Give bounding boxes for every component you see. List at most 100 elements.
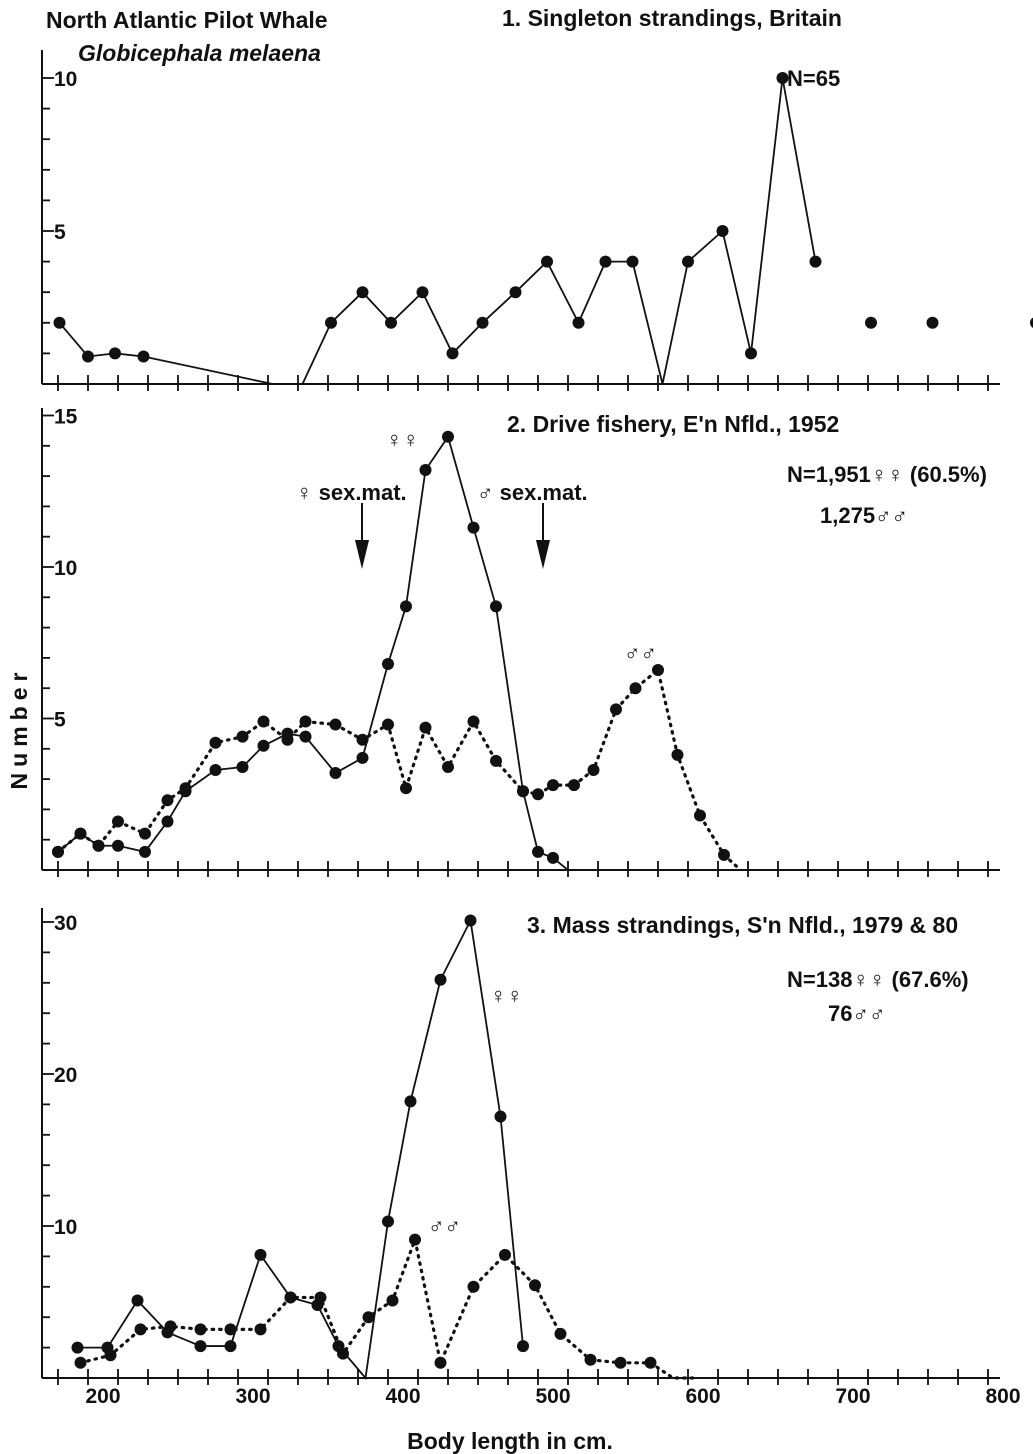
data-point: [53, 316, 66, 329]
x-tick-label: 600: [685, 1385, 720, 1408]
female-sexmat-arrow: [355, 503, 369, 569]
figure-subtitle: Globicephala melaena: [78, 40, 321, 66]
data-point: [547, 779, 559, 792]
data-point: [362, 1311, 375, 1324]
data-point: [209, 764, 222, 777]
data-point: [356, 751, 369, 764]
panel-1-title: 1. Singleton strandings, Britain: [502, 5, 842, 31]
data-point: [494, 1110, 507, 1123]
y-tick-label: 20: [54, 1064, 77, 1087]
data-point: [194, 1340, 207, 1353]
data-point: [464, 914, 477, 927]
panel-2-n-males: 1,275♂♂: [820, 503, 908, 528]
data-point: [467, 1280, 480, 1293]
panel-2-n-label: N=1,951♀♀ (60.5%): [787, 462, 987, 487]
data-point: [547, 851, 559, 864]
data-point: [926, 316, 939, 329]
data-point: [400, 782, 412, 795]
data-point: [572, 316, 585, 329]
data-point: [112, 839, 124, 852]
panel-2-drive-fishery: 5 10 15: [41, 406, 1000, 877]
data-point: [809, 255, 822, 268]
data-point: [467, 715, 480, 728]
data-point: [104, 1349, 117, 1362]
data-point: [682, 255, 694, 268]
data-point: [629, 682, 642, 695]
data-point: [382, 718, 394, 731]
panel-2-female-sexmat: ♀ sex.mat.: [296, 480, 407, 505]
data-point: [356, 286, 369, 299]
data-point: [109, 347, 121, 360]
panel-2-female-label: ♀♀: [386, 427, 419, 452]
data-point: [257, 739, 270, 752]
data-point: [134, 1323, 147, 1336]
y-tick-label: 15: [54, 406, 78, 429]
y-tick-label: 5: [54, 221, 66, 244]
data-point: [1030, 317, 1033, 328]
data-point: [476, 316, 489, 329]
data-point: [626, 255, 639, 268]
panel-3-mass-strandings: 10 20 30: [41, 908, 1000, 1385]
y-tick-label: 10: [54, 68, 77, 91]
data-point: [164, 1320, 177, 1333]
data-point: [434, 973, 447, 986]
data-point: [112, 815, 124, 828]
data-point: [442, 760, 454, 773]
data-point: [644, 1356, 657, 1369]
panel-3-male-label: ♂♂: [428, 1213, 461, 1238]
x-tick-labels: 200 300 400 500 600 700 800: [85, 1385, 1020, 1408]
data-point: [467, 521, 480, 534]
y-tick-label: 5: [54, 709, 66, 732]
data-point: [865, 316, 877, 329]
data-point: [71, 1341, 84, 1354]
panel-3-n-label: N=138♀♀ (67.6%): [787, 967, 969, 992]
data-point: [532, 845, 544, 858]
panel-2-series-dotted: [56, 667, 743, 872]
y-tick-label: 30: [54, 912, 77, 935]
data-point: [568, 779, 580, 792]
panel-1-n-label: N=65: [787, 66, 840, 91]
data-point: [382, 1215, 394, 1228]
panel-3-series-solid: [76, 917, 524, 1381]
data-point: [385, 316, 397, 329]
data-point: [776, 72, 789, 84]
panel-2-male-label: ♂♂: [624, 640, 657, 665]
data-point: [400, 600, 412, 613]
data-point: [404, 1095, 417, 1108]
data-point: [329, 767, 342, 780]
x-tick-label: 400: [385, 1385, 420, 1408]
data-point: [541, 255, 553, 268]
x-axis-label: Body length in cm.: [407, 1428, 613, 1454]
data-point: [517, 1340, 529, 1353]
panel-3-female-label: ♀♀: [490, 983, 523, 1008]
data-point: [224, 1340, 237, 1353]
data-point: [161, 815, 174, 828]
data-point: [356, 733, 369, 746]
data-point: [82, 350, 94, 363]
data-point: [499, 1248, 511, 1261]
data-point: [529, 1279, 541, 1292]
data-point: [74, 827, 87, 840]
panel-1-singleton: 5 10: [41, 50, 1033, 391]
data-point: [254, 1248, 267, 1261]
data-point: [694, 809, 706, 822]
data-point: [409, 1233, 421, 1246]
figure-title: North Atlantic Pilot Whale: [46, 7, 328, 33]
data-point: [194, 1323, 207, 1336]
data-point: [584, 1353, 597, 1366]
data-point: [299, 730, 312, 743]
data-point: [52, 845, 64, 858]
data-point: [532, 788, 544, 801]
data-point: [419, 464, 432, 477]
data-point: [599, 255, 612, 268]
data-point: [671, 748, 684, 761]
data-point: [382, 657, 394, 670]
data-point: [224, 1323, 237, 1336]
data-point: [179, 782, 192, 795]
data-point: [161, 794, 174, 807]
data-point: [236, 760, 249, 773]
data-point: [254, 1323, 267, 1336]
data-point: [284, 1291, 297, 1304]
panel-3-n-males: 76♂♂: [828, 1001, 885, 1026]
